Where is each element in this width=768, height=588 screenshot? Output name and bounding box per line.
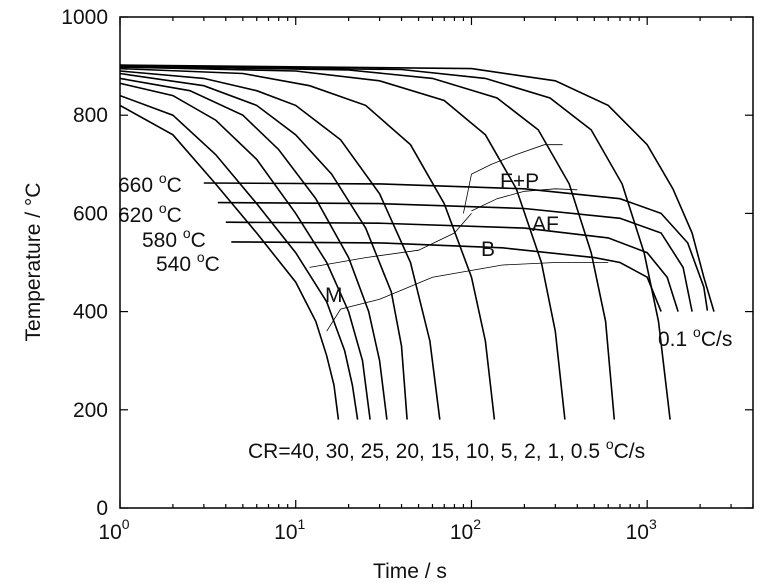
phase-label-b: B <box>481 238 495 261</box>
x-tick-label: 103 <box>626 516 657 544</box>
cooling-curve-11 <box>119 64 715 312</box>
isotherm-label-620: 620 oC <box>118 200 182 227</box>
isotherm-curve-4 <box>231 241 662 312</box>
isotherm-curve-3 <box>225 221 679 312</box>
y-tick-label: 200 <box>73 399 108 422</box>
cooling-curve-6 <box>119 70 441 420</box>
cooling-curve-1 <box>119 104 340 420</box>
phase-label-m: M <box>325 284 343 307</box>
x-tick-label: 101 <box>274 516 305 544</box>
y-axis-label: Temperature / °C <box>22 183 45 342</box>
cooling-curve-4 <box>119 77 388 420</box>
x-axis-label: Time / s <box>373 560 447 583</box>
phase-boundary-1 <box>463 144 563 214</box>
cooling-curve-10 <box>119 65 671 420</box>
phase-label-fp: F+P <box>500 170 539 193</box>
isotherm-label-660: 660 oC <box>118 170 182 197</box>
isothermal-holds <box>203 182 709 312</box>
y-tick-label: 400 <box>73 301 108 324</box>
isotherm-curve-1 <box>203 182 709 311</box>
isotherm-label-540: 540 oC <box>156 249 220 276</box>
phase-boundary-2 <box>471 188 578 212</box>
isotherm-label-580: 580 oC <box>142 225 206 252</box>
cooling-curve-3 <box>119 82 371 420</box>
isotherm-curve-2 <box>217 201 693 312</box>
phase-boundaries <box>309 144 609 332</box>
cooling-curve-9 <box>119 65 616 420</box>
x-tick-label: 100 <box>98 516 129 544</box>
y-tick-label: 800 <box>73 104 108 127</box>
y-tick-label: 0 <box>96 497 108 520</box>
y-axis-ticks: 0 200 400 600 800 1000 <box>61 6 753 520</box>
slowest-rate-label: 0.1 oC/s <box>658 324 732 351</box>
y-tick-label: 600 <box>73 202 108 225</box>
cooling-curve-7 <box>119 67 496 420</box>
cooling-curves <box>119 64 715 420</box>
x-tick-label: 102 <box>450 516 481 544</box>
phase-boundary-3 <box>309 213 472 268</box>
cooling-curve-2 <box>119 94 359 420</box>
phase-label-af: AF <box>532 213 559 236</box>
cooling-curve-5 <box>119 72 408 420</box>
phase-boundary-4 <box>326 262 609 332</box>
cooling-curve-8 <box>119 66 566 420</box>
x-axis-ticks: 100 101 102 103 <box>98 17 754 544</box>
cooling-rates-label: CR=40, 30, 25, 20, 15, 10, 5, 2, 1, 0.5 … <box>248 436 645 463</box>
y-tick-label: 1000 <box>61 6 108 29</box>
